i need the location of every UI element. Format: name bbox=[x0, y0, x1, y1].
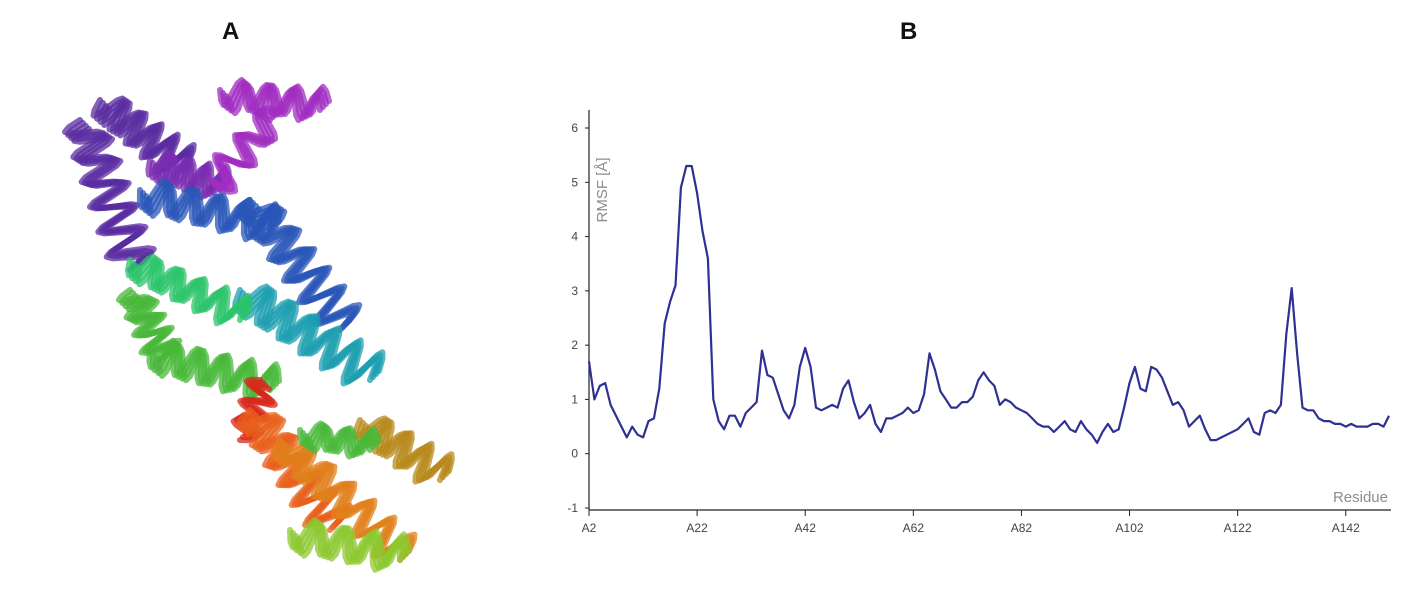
x-tick-label: A102 bbox=[1116, 521, 1144, 535]
y-tick-label: 2 bbox=[571, 338, 578, 352]
protein-structure-ensemble-image bbox=[62, 77, 455, 573]
protein-helix-ribbon bbox=[226, 82, 332, 118]
protein-helix-ribbon bbox=[71, 126, 157, 264]
protein-helix-ribbon bbox=[156, 154, 232, 196]
y-tick-label: 4 bbox=[571, 230, 578, 244]
protein-helix-ribbon bbox=[363, 419, 455, 481]
protein-helix-ribbon bbox=[245, 206, 363, 324]
x-ticks: A2 A22 A42 A62 A82 A102 A122 A142 bbox=[582, 510, 1360, 535]
protein-ribbons bbox=[62, 77, 455, 573]
panel-b-label: B bbox=[900, 18, 918, 45]
protein-helix-ribbon bbox=[135, 259, 253, 321]
x-tick-label: A122 bbox=[1224, 521, 1252, 535]
y-axis-title: RMSF [Å] bbox=[594, 157, 611, 222]
y-tick-label: 3 bbox=[571, 284, 578, 298]
y-tick-label: -1 bbox=[567, 501, 578, 515]
rmsf-series-line bbox=[587, 164, 1390, 444]
x-tick-label: A42 bbox=[795, 521, 817, 535]
x-tick-label: A22 bbox=[686, 521, 708, 535]
protein-helix-ribbon bbox=[280, 446, 418, 554]
x-tick-label: A62 bbox=[903, 521, 925, 535]
protein-helix-ribbon bbox=[306, 424, 382, 456]
x-tick-label: A2 bbox=[582, 521, 597, 535]
y-tick-label: 5 bbox=[571, 175, 578, 189]
protein-helix-ribbon bbox=[125, 296, 183, 354]
protein-helix-ribbon bbox=[296, 522, 412, 568]
panel-a-label: A bbox=[222, 18, 240, 45]
x-tick-label: A142 bbox=[1332, 521, 1360, 535]
x-axis-title: Residue bbox=[1333, 489, 1388, 506]
x-tick-label: A82 bbox=[1011, 521, 1033, 535]
protein-helix-ribbon bbox=[242, 289, 386, 381]
protein-helix-ribbon bbox=[216, 105, 282, 195]
y-tick-label: 1 bbox=[571, 392, 578, 406]
y-tick-label: 0 bbox=[571, 447, 578, 461]
chart-axes bbox=[588, 110, 1391, 511]
y-tick-label: 6 bbox=[571, 121, 578, 135]
y-ticks: -1 0 1 2 3 4 5 6 bbox=[567, 121, 589, 515]
